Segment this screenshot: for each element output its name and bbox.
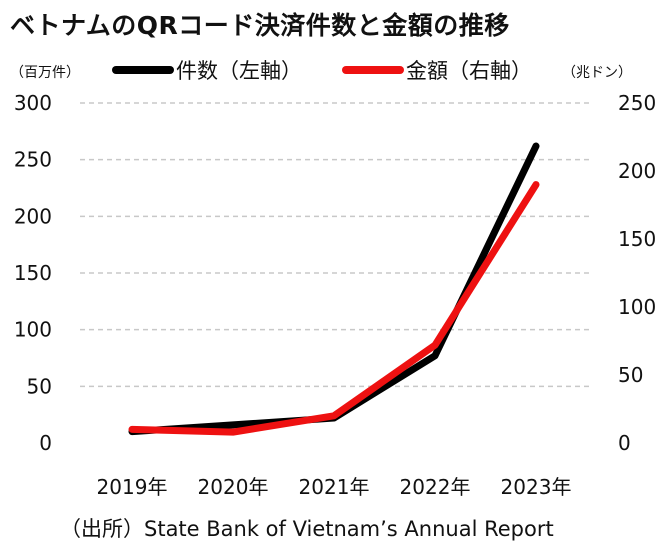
- legend-swatch-amount: [342, 66, 404, 74]
- x-tick-label: 2020年: [198, 475, 269, 499]
- legend-label-amount: 金額（右軸）: [406, 59, 532, 83]
- y-right-tick-label: 100: [618, 295, 656, 319]
- source-note: （出所）State Bank of Vietnam’s Annual Repor…: [60, 517, 554, 541]
- legend-swatch-count: [112, 66, 174, 74]
- y-left-tick-label: 300: [14, 91, 52, 115]
- x-tick-label: 2023年: [501, 475, 572, 499]
- legend-label-count: 件数（左軸）: [176, 59, 302, 83]
- chart-title: ベトナムのQRコード決済件数と金額の推移: [10, 11, 510, 40]
- x-tick-label: 2021年: [299, 475, 370, 499]
- y-left-tick-label: 100: [14, 318, 52, 342]
- legend-item-count: 件数（左軸）: [112, 55, 302, 85]
- y-left-tick-label: 0: [39, 431, 52, 455]
- left-axis-unit: （百万件）: [10, 65, 80, 81]
- y-right-tick-label: 250: [618, 91, 656, 115]
- y-left-tick-label: 200: [14, 204, 52, 228]
- y-left-tick-label: 250: [14, 148, 52, 172]
- y-right-tick-label: 0: [618, 431, 631, 455]
- y-left-tick-label: 50: [27, 374, 52, 398]
- series-line-count: [128, 142, 540, 436]
- y-right-tick-label: 200: [618, 159, 656, 183]
- legend-item-amount: 金額（右軸）: [342, 55, 532, 85]
- x-tick-label: 2019年: [97, 475, 168, 499]
- y-right-tick-label: 50: [618, 363, 643, 387]
- series-line-amount: [128, 181, 540, 436]
- x-tick-label: 2022年: [400, 475, 471, 499]
- y-left-tick-label: 150: [14, 261, 52, 285]
- right-axis-unit: （兆ドン）: [562, 65, 632, 81]
- y-right-tick-label: 150: [618, 227, 656, 251]
